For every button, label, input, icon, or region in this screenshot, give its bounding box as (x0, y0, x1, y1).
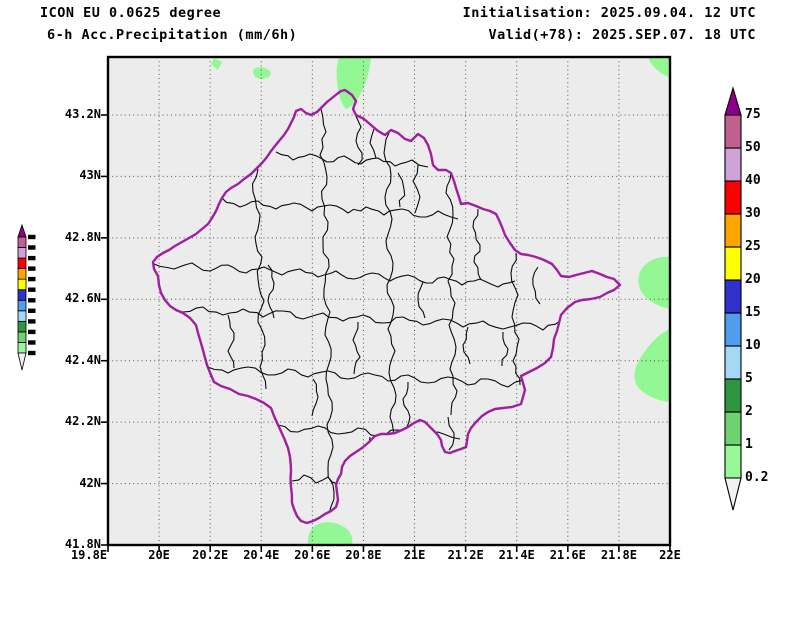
colorbar-level-label: 75 (745, 107, 761, 122)
mini-colorbar-tick-label (28, 340, 36, 345)
colorbar-level-label: 30 (745, 206, 761, 221)
graticule (108, 57, 670, 545)
lon-tick-label: 21.4E (498, 548, 535, 562)
lat-tick-label: 42.4N (64, 352, 101, 367)
mini-colorbar (17, 223, 36, 371)
colorbar-level-label: 15 (745, 305, 761, 320)
colorbar-level-label: 50 (745, 140, 761, 155)
mini-colorbar-tick-label (28, 276, 36, 282)
lon-tick-label: 19.8E (70, 548, 108, 562)
lat-tick-label: 42.8N (64, 229, 101, 244)
lon-tick-label: 21.6E (549, 548, 586, 562)
valid-time-label: Valid(+78): 2025.SEP.07. 18 UTC (488, 27, 756, 43)
colorbar-level-label: 25 (745, 239, 761, 254)
lon-tick-label: 22E (659, 548, 681, 562)
colorbar-level-label: 20 (745, 272, 761, 287)
lat-tick-label: 42N (79, 475, 101, 490)
mini-colorbar-tick-label (28, 266, 36, 271)
lat-tick-label: 43N (79, 168, 101, 183)
colorbar-level-label: 40 (745, 173, 761, 188)
colorbar-level-label: 5 (745, 371, 753, 386)
country-border-kosovo (151, 88, 622, 525)
product-title: 6-h Acc.Precipitation (mm/6h) (47, 27, 298, 43)
mini-colorbar-tick-label (28, 255, 36, 261)
lat-tick-label: 42.6N (64, 291, 101, 306)
lat-tick-label: 41.8N (64, 537, 101, 551)
map-plot-area (101, 55, 672, 552)
colorbar-level-label: 0.2 (745, 470, 769, 485)
lon-tick-label: 21.2E (447, 548, 484, 562)
colorbar (724, 86, 742, 511)
init-time-label: Initialisation: 2025.09.04. 12 UTC (462, 5, 756, 21)
lon-tick-label: 20.4E (243, 548, 280, 562)
lat-tick-label: 42.2N (64, 414, 101, 429)
colorbar-level-label: 2 (745, 404, 753, 419)
mini-colorbar-tick-label (28, 350, 36, 356)
mini-colorbar-tick-label (28, 298, 36, 303)
mini-colorbar-tick-label (28, 234, 36, 240)
mini-colorbar-tick-label (28, 319, 36, 324)
lon-tick-label: 21.8E (600, 548, 637, 562)
lon-tick-label: 20.8E (345, 548, 382, 562)
colorbar-level-label: 1 (745, 437, 753, 452)
lat-tick-label: 43.2N (64, 107, 101, 121)
lon-tick-label: 20.6E (294, 548, 331, 562)
mini-colorbar-tick-label (28, 329, 36, 335)
axis-ticks (101, 114, 671, 552)
district-borders (153, 108, 562, 514)
precipitation-patches (211, 57, 670, 545)
model-title: ICON EU 0.0625 degree (40, 5, 222, 21)
mini-colorbar-tick-label (28, 287, 36, 292)
lon-tick-label: 20E (148, 548, 170, 562)
mini-colorbar-tick-label (28, 245, 36, 250)
plot-frame (106, 55, 672, 547)
lon-tick-label: 21E (403, 548, 426, 562)
mini-colorbar-tick-label (28, 308, 36, 313)
colorbar-over-arrow (724, 86, 742, 116)
colorbar-under-arrow (724, 477, 742, 511)
lon-tick-label: 20.2E (192, 548, 229, 562)
colorbar-level-label: 10 (745, 338, 761, 353)
